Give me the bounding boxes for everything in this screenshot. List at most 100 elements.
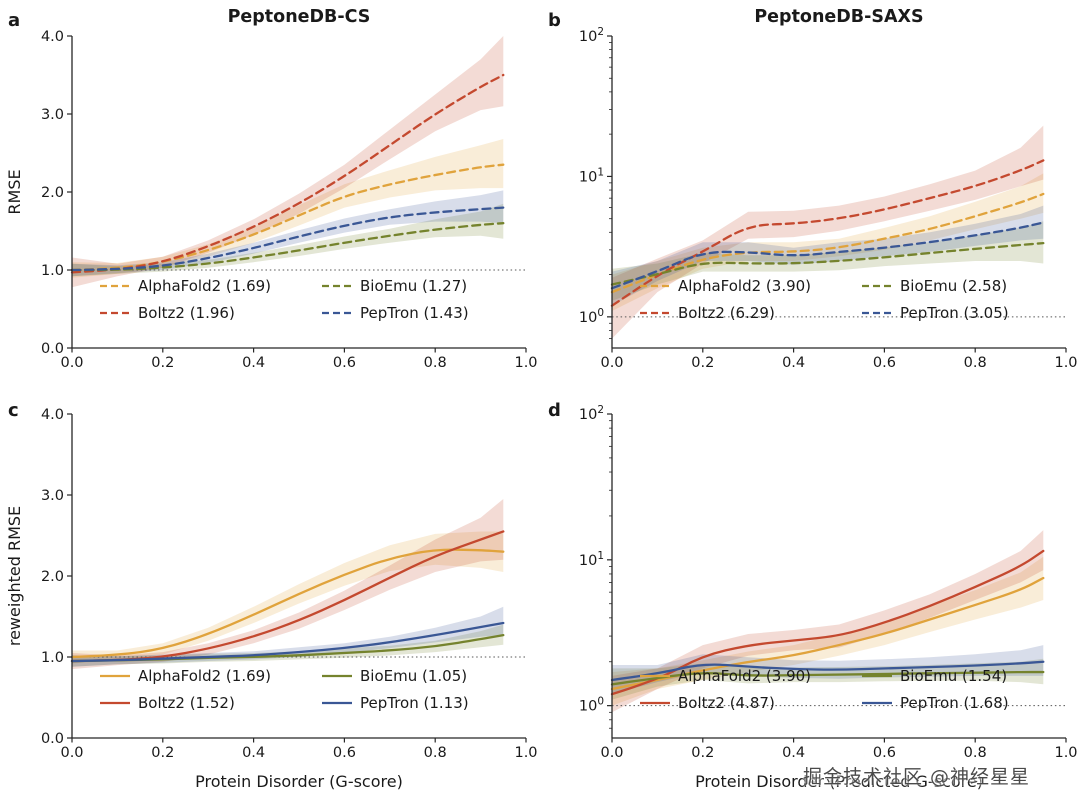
svg-text:4.0: 4.0 (41, 29, 64, 45)
series-band-Boltz2 (612, 125, 1044, 339)
series-band-BioEmu (612, 221, 1044, 301)
legend: AlphaFold2 (1.69) Boltz2 (1.96) BioEmu (1.… (100, 277, 469, 322)
series-line-AlphaFold2 (70, 548, 505, 659)
legend-label-BioEmu: BioEmu (1.54) (900, 667, 1007, 685)
legend-label-PepTron: PepTron (3.05) (900, 304, 1009, 322)
svg-text:1.0: 1.0 (1054, 355, 1077, 371)
svg-text:0.0: 0.0 (600, 745, 623, 761)
y-axis: 0.0 1.0 2.0 3.0 4.0 (41, 29, 72, 357)
svg-text:0.4: 0.4 (782, 745, 805, 761)
legend-label-AlphaFold2: AlphaFold2 (1.69) (138, 667, 271, 685)
svg-text:0.8: 0.8 (424, 745, 447, 761)
x-axis: 0.0 0.2 0.4 0.6 0.8 1.0 (60, 738, 538, 761)
series-band-AlphaFold2 (72, 139, 504, 278)
series-band-AlphaFold2 (72, 531, 504, 664)
axes-spines (611, 414, 1066, 739)
svg-text:0.4: 0.4 (242, 355, 265, 371)
svg-text:0.0: 0.0 (41, 341, 64, 357)
series-line-AlphaFold2 (610, 192, 1045, 294)
series-line-Boltz2 (610, 159, 1045, 307)
panel-title: PeptoneDB-SAXS (754, 7, 923, 27)
series-line-Boltz2 (610, 549, 1045, 696)
svg-text:0.2: 0.2 (151, 355, 174, 371)
svg-text:0.6: 0.6 (333, 355, 356, 371)
svg-text:3.0: 3.0 (41, 488, 64, 504)
legend-label-PepTron: PepTron (1.13) (360, 694, 469, 712)
legend: AlphaFold2 (3.90) Boltz2 (4.87) BioEmu (1.… (640, 667, 1009, 712)
svg-text:0.0: 0.0 (41, 731, 64, 747)
x-axis: 0.0 0.2 0.4 0.6 0.8 1.0 (60, 348, 538, 371)
series-line-PepTron (610, 660, 1045, 682)
x-axis-label: Protein Disorder (Predicted G-score) (695, 772, 983, 791)
legend-label-BioEmu: BioEmu (1.05) (360, 667, 467, 685)
series-band-AlphaFold2 (612, 173, 1044, 311)
axes-spines (611, 36, 1066, 349)
panel-letter: c (8, 400, 19, 421)
panel-d: 0.0 0.2 0.4 0.6 0.8 1.0 100 101 102 Protein Disor… (540, 390, 1080, 797)
svg-text:102: 102 (579, 26, 604, 45)
svg-text:2.0: 2.0 (41, 185, 64, 201)
series-band-BioEmu (72, 624, 504, 667)
legend-label-Boltz2: Boltz2 (1.52) (138, 694, 235, 712)
panel-b: 0.0 0.2 0.4 0.6 0.8 1.0 100 101 102 PeptoneDB-SAX… (540, 0, 1080, 390)
svg-text:1.0: 1.0 (41, 650, 64, 666)
svg-text:101: 101 (579, 166, 604, 185)
panel-c-svg: 0.0 0.2 0.4 0.6 0.8 1.0 0.0 1.0 2.0 3.0 4.0 reweigh… (5, 400, 538, 791)
svg-text:1.0: 1.0 (1054, 745, 1077, 761)
svg-text:100: 100 (579, 307, 604, 326)
svg-text:102: 102 (579, 404, 604, 423)
svg-text:0.6: 0.6 (873, 355, 896, 371)
panel-title: PeptoneDB-CS (228, 7, 371, 27)
series-band-AlphaFold2 (612, 556, 1044, 706)
series-band-BioEmu (612, 658, 1044, 700)
svg-text:0.0: 0.0 (60, 745, 83, 761)
series-line-PepTron (70, 621, 505, 663)
legend-label-Boltz2: Boltz2 (4.87) (678, 694, 775, 712)
series-line-AlphaFold2 (610, 576, 1045, 691)
series-band-PepTron (612, 205, 1044, 306)
panel-a-svg: 0.0 0.2 0.4 0.6 0.8 1.0 0.0 1.0 2.0 3.0 4.0 RMSE Pep… (5, 7, 538, 371)
svg-text:0.0: 0.0 (60, 355, 83, 371)
legend-label-AlphaFold2: AlphaFold2 (3.90) (678, 667, 811, 685)
svg-text:2.0: 2.0 (41, 569, 64, 585)
svg-text:0.6: 0.6 (873, 745, 896, 761)
y-axis: 100 101 102 (579, 26, 612, 339)
x-axis-label: Protein Disorder (G-score) (195, 772, 403, 791)
svg-text:1.0: 1.0 (41, 263, 64, 279)
legend-label-BioEmu: BioEmu (2.58) (900, 277, 1007, 295)
legend-label-Boltz2: Boltz2 (6.29) (678, 304, 775, 322)
svg-text:0.6: 0.6 (333, 745, 356, 761)
svg-text:0.2: 0.2 (691, 355, 714, 371)
legend-label-AlphaFold2: AlphaFold2 (1.69) (138, 277, 271, 295)
panel-letter: d (548, 400, 561, 421)
svg-text:0.0: 0.0 (600, 355, 623, 371)
y-axis-label: reweighted RMSE (5, 506, 24, 646)
series-line-AlphaFold2 (70, 163, 505, 272)
svg-text:4.0: 4.0 (41, 407, 64, 423)
series-line-BioEmu (70, 222, 505, 272)
legend-label-AlphaFold2: AlphaFold2 (3.90) (678, 277, 811, 295)
legend-label-BioEmu: BioEmu (1.27) (360, 277, 467, 295)
panel-c: 0.0 0.2 0.4 0.6 0.8 1.0 0.0 1.0 2.0 3.0 4.0 reweigh… (0, 390, 540, 797)
svg-text:0.2: 0.2 (151, 745, 174, 761)
x-axis: 0.0 0.2 0.4 0.6 0.8 1.0 (600, 738, 1078, 761)
y-axis: 100 101 102 (579, 404, 612, 729)
svg-text:0.8: 0.8 (424, 355, 447, 371)
series-line-PepTron (610, 221, 1045, 290)
svg-text:3.0: 3.0 (41, 107, 64, 123)
svg-text:100: 100 (579, 696, 604, 715)
svg-text:0.2: 0.2 (691, 745, 714, 761)
y-axis-label: RMSE (5, 169, 24, 214)
axes-spines (71, 414, 526, 739)
series-line-Boltz2 (70, 73, 505, 274)
legend: AlphaFold2 (3.90) Boltz2 (6.29) BioEmu (2.… (640, 277, 1009, 322)
legend-label-PepTron: PepTron (1.43) (360, 304, 469, 322)
panel-letter: b (548, 10, 561, 31)
panel-b-svg: 0.0 0.2 0.4 0.6 0.8 1.0 100 101 102 PeptoneDB-SAX… (548, 7, 1078, 371)
series-line-PepTron (70, 206, 505, 272)
svg-text:0.4: 0.4 (782, 355, 805, 371)
legend: AlphaFold2 (1.69) Boltz2 (1.52) BioEmu (1.… (100, 667, 469, 712)
x-axis: 0.0 0.2 0.4 0.6 0.8 1.0 (600, 348, 1078, 371)
series-line-BioEmu (610, 241, 1045, 286)
series-line-Boltz2 (70, 530, 505, 663)
